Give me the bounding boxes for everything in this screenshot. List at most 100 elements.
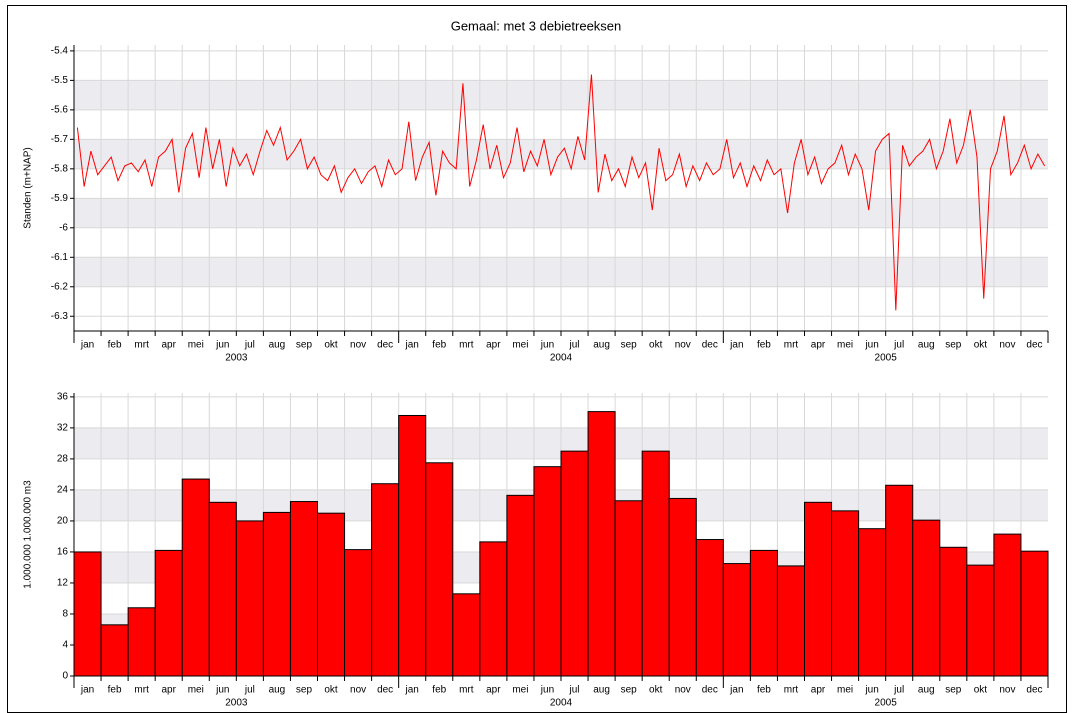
x-group-label: 2003 xyxy=(225,353,248,364)
x-tick-label: nov xyxy=(350,340,366,351)
x-tick-label: mei xyxy=(512,685,528,696)
x-tick-label: okt xyxy=(649,685,663,696)
x-group-label: 2004 xyxy=(550,698,573,709)
bar xyxy=(127,607,156,677)
bar xyxy=(614,500,643,677)
x-tick-label: sep xyxy=(945,340,962,351)
x-tick-label: sep xyxy=(621,340,638,351)
y-tick-label: 0 xyxy=(62,671,68,682)
bar xyxy=(776,565,806,677)
x-tick-label: jan xyxy=(729,685,743,696)
x-tick-label: apr xyxy=(811,340,826,351)
x-tick-label: mei xyxy=(837,685,853,696)
x-tick-label: apr xyxy=(161,685,176,696)
chart-title: Gemaal: met 3 debietreeksen xyxy=(451,18,622,33)
x-tick-label: feb xyxy=(432,340,446,351)
x-tick-label: mrt xyxy=(784,340,799,351)
x-tick-label: mrt xyxy=(134,685,149,696)
x-tick-label: nov xyxy=(999,340,1015,351)
bar xyxy=(587,411,616,677)
x-tick-label: jun xyxy=(215,685,229,696)
y-tick-label: -5.6 xyxy=(51,105,69,116)
bar xyxy=(235,520,264,677)
x-tick-label: aug xyxy=(593,340,610,351)
x-tick-label: feb xyxy=(108,340,122,351)
x-tick-label: nov xyxy=(675,340,691,351)
x-tick-label: feb xyxy=(757,685,771,696)
bar xyxy=(722,563,751,677)
x-tick-label: feb xyxy=(757,340,771,351)
x-tick-label: apr xyxy=(486,340,501,351)
bar xyxy=(425,462,454,677)
y-tick-label: -5.9 xyxy=(51,193,69,204)
x-tick-label: sep xyxy=(945,685,962,696)
x-tick-label: mei xyxy=(512,340,528,351)
x-tick-label: jan xyxy=(80,340,94,351)
y-tick-label: 4 xyxy=(62,640,68,651)
x-tick-label: apr xyxy=(486,685,501,696)
x-tick-label: aug xyxy=(269,340,286,351)
x-group-label: 2005 xyxy=(875,353,898,364)
x-group-label: 2003 xyxy=(225,698,248,709)
bar xyxy=(398,414,427,677)
line-series xyxy=(76,74,1046,311)
bar xyxy=(371,483,400,677)
x-tick-label: jan xyxy=(405,685,419,696)
x-tick-label: jun xyxy=(864,340,878,351)
x-tick-label: jan xyxy=(80,685,94,696)
x-tick-label: jul xyxy=(893,685,904,696)
y-tick-label: -5.7 xyxy=(51,134,69,145)
bar xyxy=(912,519,941,677)
x-tick-label: okt xyxy=(324,340,338,351)
x-tick-label: apr xyxy=(811,685,826,696)
x-tick-label: aug xyxy=(269,685,286,696)
y-tick-label: 32 xyxy=(57,423,69,434)
x-tick-label: jun xyxy=(215,340,229,351)
x-tick-label: dec xyxy=(1026,340,1042,351)
x-tick-label: mei xyxy=(188,685,204,696)
bar xyxy=(208,501,237,677)
y-tick-label: -6.2 xyxy=(51,281,69,292)
x-tick-label: okt xyxy=(974,685,988,696)
x-tick-label: mrt xyxy=(459,340,474,351)
x-tick-label: mrt xyxy=(134,340,149,351)
x-tick-label: aug xyxy=(918,340,935,351)
bar xyxy=(749,549,778,677)
bar xyxy=(1020,550,1049,677)
bar xyxy=(73,551,102,677)
x-tick-label: jun xyxy=(540,685,554,696)
x-tick-label: dec xyxy=(377,340,393,351)
x-tick-label: mei xyxy=(188,340,204,351)
bar xyxy=(100,624,129,677)
x-tick-label: nov xyxy=(675,685,691,696)
bar xyxy=(154,549,183,677)
bar xyxy=(831,510,860,677)
bar xyxy=(181,478,210,677)
x-tick-label: aug xyxy=(918,685,935,696)
y-tick-label: -5.8 xyxy=(51,163,69,174)
x-tick-label: dec xyxy=(702,340,718,351)
x-tick-label: jul xyxy=(893,340,904,351)
x-tick-label: jul xyxy=(244,685,255,696)
y-tick-label: -5.4 xyxy=(51,46,69,57)
x-tick-label: apr xyxy=(161,340,176,351)
bar xyxy=(804,501,833,677)
x-tick-label: nov xyxy=(999,685,1015,696)
bar xyxy=(533,466,562,677)
x-tick-label: aug xyxy=(593,685,610,696)
y-tick-label: 36 xyxy=(57,392,69,403)
bar xyxy=(858,528,887,677)
bar xyxy=(885,484,914,677)
bar xyxy=(452,593,481,677)
bar xyxy=(506,494,535,677)
x-tick-label: jul xyxy=(244,340,255,351)
y-tick-label: 16 xyxy=(57,547,69,558)
x-tick-label: jan xyxy=(405,340,419,351)
x-tick-label: dec xyxy=(702,685,718,696)
bar xyxy=(695,539,724,677)
bar xyxy=(262,511,291,677)
x-tick-label: jun xyxy=(540,340,554,351)
bar xyxy=(317,512,346,677)
bar xyxy=(479,541,508,677)
